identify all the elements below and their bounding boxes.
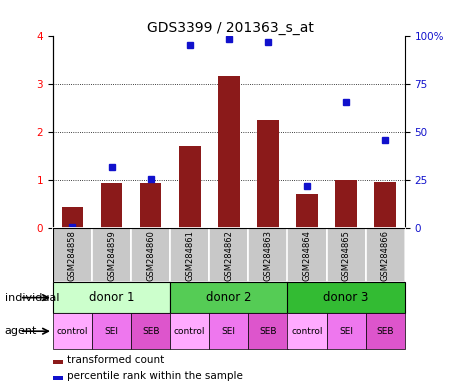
Text: donor 1: donor 1 [89,291,134,304]
Bar [365,228,404,282]
Bar [53,376,62,380]
Bar [248,313,287,349]
Text: GSM284861: GSM284861 [185,230,194,281]
Text: SEB: SEB [141,327,159,336]
Bar [287,282,404,313]
Text: transformed count: transformed count [67,356,164,366]
Bar [62,207,83,228]
Bar [296,194,317,228]
Text: GSM284860: GSM284860 [146,230,155,281]
Text: GSM284865: GSM284865 [341,230,350,281]
Bar [131,313,170,349]
Bar [170,228,209,282]
Text: GSM284862: GSM284862 [224,230,233,281]
Bar [326,228,365,282]
Bar [92,313,131,349]
Text: SEI: SEI [104,327,118,336]
Text: agent: agent [5,326,37,336]
Text: individual: individual [5,293,59,303]
Bar [179,146,200,228]
Bar [209,313,248,349]
Bar [53,228,92,282]
Bar [53,282,170,313]
Bar [257,121,278,228]
Bar [374,182,395,228]
Bar [248,228,287,282]
Text: GSM284863: GSM284863 [263,230,272,281]
Text: GSM284866: GSM284866 [380,230,389,281]
Text: control: control [56,327,88,336]
Text: GSM284864: GSM284864 [302,230,311,281]
Bar [170,313,209,349]
Text: SEI: SEI [338,327,353,336]
Text: percentile rank within the sample: percentile rank within the sample [67,371,242,381]
Bar [140,183,161,228]
Bar [287,313,326,349]
Bar [131,228,170,282]
Bar [101,183,122,228]
Bar [335,180,356,228]
Text: GSM284858: GSM284858 [68,230,77,281]
Text: SEB: SEB [375,327,393,336]
Text: donor 3: donor 3 [323,291,368,304]
Text: SEI: SEI [221,327,235,336]
Bar [170,282,287,313]
Text: control: control [291,327,322,336]
Bar [53,360,62,364]
Text: GSM284859: GSM284859 [107,230,116,281]
Text: control: control [174,327,205,336]
Bar [218,76,239,228]
Bar [365,313,404,349]
Text: SEB: SEB [258,327,276,336]
Text: donor 2: donor 2 [206,291,251,304]
Bar [287,228,326,282]
Bar [326,313,365,349]
Bar [209,228,248,282]
Text: GDS3399 / 201363_s_at: GDS3399 / 201363_s_at [146,21,313,35]
Bar [92,228,131,282]
Bar [53,313,92,349]
